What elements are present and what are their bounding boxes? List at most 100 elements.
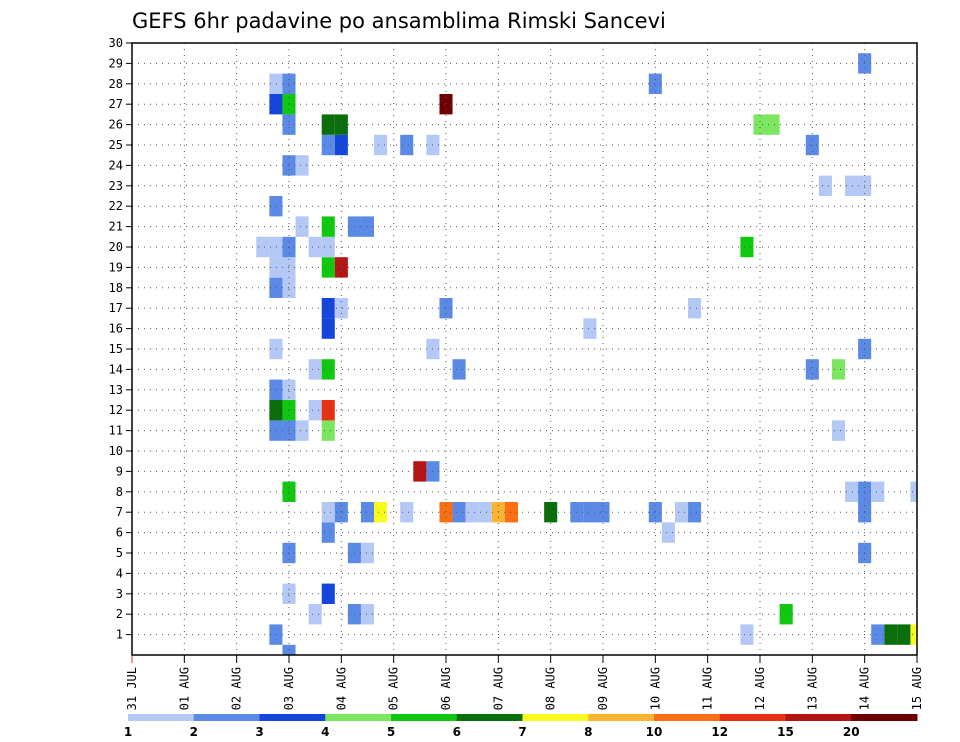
y-tick-label: 22 [109, 199, 123, 213]
legend-label: 6 [453, 725, 461, 739]
precip-cell [295, 420, 309, 441]
x-tick-label: 02 AUG [230, 667, 244, 710]
precip-cell [845, 175, 859, 196]
y-tick-label: 23 [109, 179, 123, 193]
precip-cell [269, 338, 283, 360]
precip-cell [818, 175, 832, 196]
legend-label: 10 [646, 725, 663, 739]
x-tick-label: 31 JUL [125, 667, 139, 710]
y-tick-label: 19 [109, 260, 123, 274]
precip-cell [321, 236, 335, 258]
y-tick-label: 17 [109, 301, 123, 315]
precip-cell [269, 94, 283, 115]
x-tick-label: 15 AUG [910, 667, 924, 710]
precip-cell [360, 542, 375, 564]
chart-title: GEFS 6hr padavine po ansamblima Rimski S… [132, 9, 666, 33]
x-tick-label: 14 AUG [858, 667, 872, 710]
precip-cell [295, 155, 309, 176]
precip-cell [740, 236, 754, 258]
legend-label: 15 [777, 725, 794, 739]
legend-label: 2 [190, 725, 198, 739]
y-tick-label: 21 [109, 220, 123, 234]
legend-swatch [654, 714, 721, 721]
precip-cell [269, 400, 283, 421]
y-tick-label: 30 [109, 36, 123, 50]
legend-label: 8 [584, 725, 592, 739]
y-tick-label: 18 [109, 281, 123, 295]
precip-cell [413, 461, 427, 482]
precip-cell [321, 359, 335, 380]
plot-frame [131, 42, 918, 656]
legend-swatch [522, 714, 589, 721]
precip-cell [400, 502, 414, 523]
precip-cell [740, 624, 754, 645]
y-tick-label: 9 [116, 464, 123, 478]
precip-cell [753, 114, 767, 135]
precip-cell [452, 359, 466, 380]
legend-swatch [128, 714, 195, 721]
x-tick-label: 07 AUG [491, 667, 505, 710]
x-tick-label: 08 AUG [544, 667, 558, 710]
y-tick-label: 13 [109, 383, 123, 397]
precip-cell [334, 298, 348, 319]
precip-cell [439, 298, 453, 319]
precip-cell [321, 216, 335, 237]
x-tick-label: 11 AUG [701, 667, 715, 710]
precip-cell [478, 502, 492, 523]
legend-swatch [193, 714, 260, 721]
y-tick-label: 26 [109, 118, 123, 132]
precip-cell [805, 359, 819, 380]
precip-cell [360, 216, 375, 237]
x-tick-label: 12 AUG [753, 667, 767, 710]
y-tick-label: 6 [116, 526, 123, 540]
precip-cell [831, 420, 846, 441]
precip-cell [583, 502, 597, 523]
precip-cell [360, 604, 375, 625]
precip-cell [321, 134, 335, 156]
precip-cell [334, 502, 348, 523]
y-tick-label: 14 [109, 362, 123, 376]
precip-cell [871, 624, 885, 645]
precip-cell [766, 114, 780, 135]
precip-cell [269, 379, 283, 400]
x-tick-label: 03 AUG [282, 667, 296, 710]
precip-cell [321, 583, 335, 604]
precip-cell [321, 298, 335, 319]
precip-cell [910, 624, 917, 645]
precip-cell [295, 216, 309, 237]
precip-cell [269, 277, 283, 298]
precip-cell [269, 73, 283, 94]
y-tick-label: 1 [116, 628, 123, 642]
precip-cell [374, 134, 388, 156]
precip-cell [334, 257, 348, 278]
y-tick-label: 10 [109, 444, 123, 458]
y-tick-label: 4 [116, 566, 123, 580]
y-tick-label: 15 [109, 342, 123, 356]
precip-cell [452, 502, 466, 523]
y-tick-label: 5 [116, 546, 123, 560]
precip-cell [884, 624, 898, 645]
legend-swatch [785, 714, 852, 721]
precip-cell [504, 502, 518, 523]
precip-cell [688, 298, 702, 319]
legend-swatch [325, 714, 392, 721]
cells-layer [256, 53, 917, 655]
precip-cell [648, 502, 662, 523]
legend-label: 1 [124, 725, 132, 739]
legend-swatch [391, 714, 458, 721]
precip-cell [674, 502, 689, 523]
precip-cell [648, 73, 662, 94]
precip-cell [321, 114, 335, 135]
precip-cell [465, 502, 479, 523]
precip-cell [269, 236, 283, 258]
precip-cell [269, 196, 283, 217]
precip-cell [269, 420, 283, 441]
x-tick-label: 06 AUG [439, 667, 453, 710]
grid-layer [132, 43, 917, 655]
precip-cell [321, 502, 335, 523]
precip-cell [321, 522, 335, 543]
y-tick-label: 2 [116, 607, 123, 621]
legend-label: 20 [843, 725, 860, 739]
y-tick-label: 7 [116, 505, 123, 519]
